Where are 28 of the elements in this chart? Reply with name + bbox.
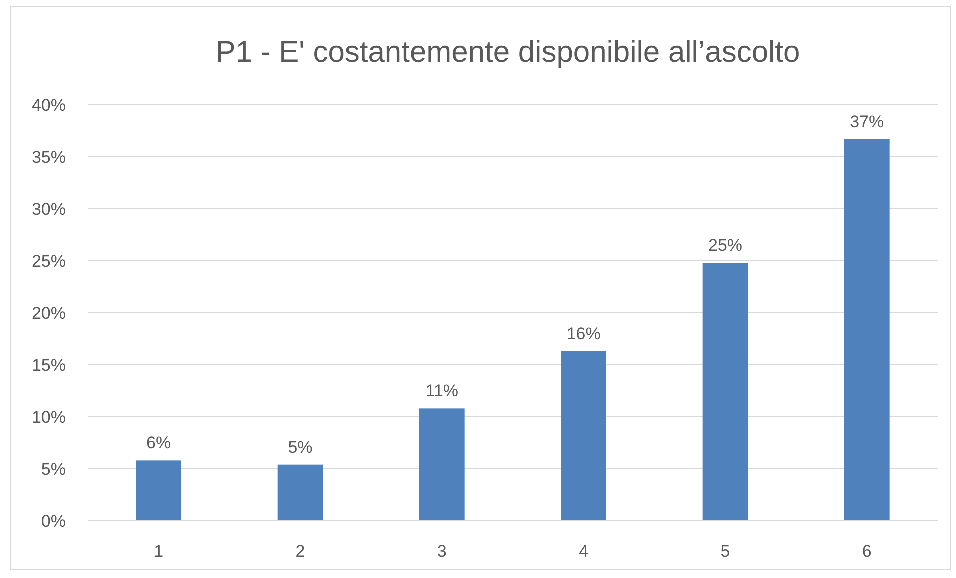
bar — [702, 263, 748, 521]
x-tick-label: 4 — [579, 542, 589, 561]
x-tick-label: 2 — [296, 542, 306, 561]
data-label: 25% — [708, 236, 743, 256]
y-tick-label: 35% — [32, 148, 66, 167]
data-label: 16% — [566, 324, 601, 344]
y-tick-label: 25% — [32, 252, 66, 271]
y-tick-label: 40% — [32, 96, 66, 115]
y-tick-label: 15% — [32, 356, 66, 375]
x-tick-label: 5 — [720, 542, 730, 561]
bar — [136, 460, 182, 521]
data-label: 5% — [288, 438, 313, 457]
data-label: 11% — [426, 382, 459, 401]
y-tick-label: 5% — [41, 460, 66, 479]
y-tick-label: 20% — [32, 304, 66, 323]
y-tick-label: 10% — [32, 408, 66, 427]
bar — [420, 408, 465, 521]
x-tick-label: 6 — [862, 542, 872, 561]
bar — [278, 464, 324, 521]
data-label: 37% — [850, 112, 884, 132]
x-tick-label: 1 — [154, 542, 164, 561]
data-label: 6% — [146, 434, 172, 453]
y-tick-label: 30% — [32, 200, 66, 219]
x-tick-label: 3 — [437, 542, 447, 561]
chart-title: P1 - E' costantemente disponibile all’ascolto — [216, 36, 800, 69]
bar — [561, 351, 606, 521]
bar — [844, 139, 890, 521]
y-tick-label: 0% — [41, 512, 66, 531]
